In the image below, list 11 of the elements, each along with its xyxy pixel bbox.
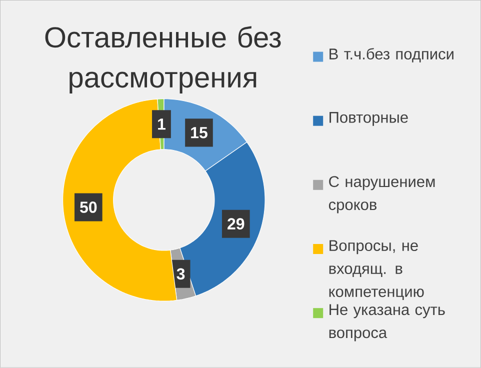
legend-label: С нарушением сроков [328,176,435,214]
legend-label: Не указана суть вопроса [329,304,445,342]
data-label: 1 [158,118,166,130]
data-label: 15 [191,127,208,138]
data-label: 29 [228,218,244,230]
legend-label: Вопросы, не входящ. в компетенцию [329,240,424,300]
data-label: 3 [176,268,185,280]
legend-label: Повторные [330,112,408,126]
data-label: 50 [80,202,97,213]
chart-title: Оставленные без рассмотрения [45,26,281,94]
legend-label: В т.ч.без подписи [330,48,454,63]
